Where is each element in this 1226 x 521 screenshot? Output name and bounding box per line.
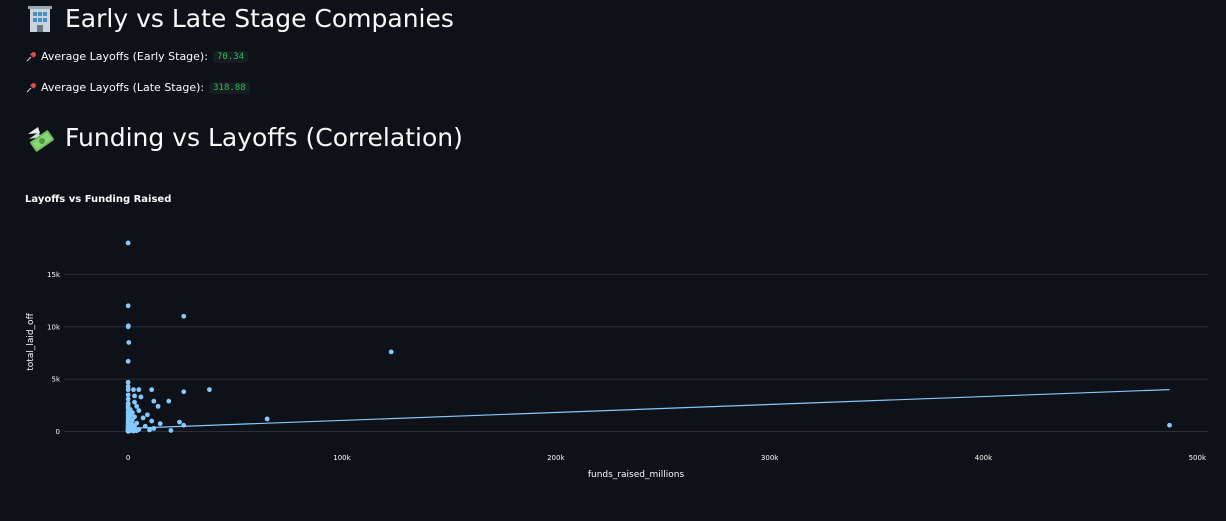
data-point[interactable] <box>181 313 187 319</box>
section-title-text: Early vs Late Stage Companies <box>65 4 454 33</box>
y-tick-label: 15k <box>47 271 61 279</box>
data-point[interactable] <box>138 394 144 400</box>
data-point[interactable] <box>264 416 270 422</box>
data-point[interactable] <box>168 428 174 433</box>
data-point[interactable] <box>157 421 163 427</box>
x-tick-label: 400k <box>975 454 993 462</box>
data-point[interactable] <box>125 428 131 434</box>
x-tick-label: 200k <box>547 454 565 462</box>
data-point[interactable] <box>125 387 131 393</box>
chart-title: Layoffs vs Funding Raised <box>25 194 172 205</box>
data-point[interactable] <box>147 427 152 433</box>
y-tick-label: 5k <box>51 376 60 384</box>
y-tick-label: 0 <box>56 428 60 436</box>
data-point[interactable] <box>136 387 142 393</box>
x-tick-label: 100k <box>333 454 351 462</box>
data-point[interactable] <box>136 408 142 413</box>
data-point[interactable] <box>155 403 161 409</box>
data-point[interactable] <box>126 340 132 345</box>
metric-label: Average Layoffs (Late Stage): <box>41 81 205 94</box>
data-point[interactable] <box>125 358 131 364</box>
metric-label: Average Layoffs (Early Stage): <box>41 50 208 63</box>
metric-value: 70.34 <box>212 50 249 63</box>
data-point[interactable] <box>134 403 140 409</box>
data-point[interactable] <box>149 418 155 424</box>
data-point[interactable] <box>151 425 157 431</box>
section-title-stage: Early vs Late Stage Companies <box>25 4 454 33</box>
pushpin-icon <box>26 82 36 92</box>
data-point[interactable] <box>132 399 137 405</box>
money-with-wings-icon <box>28 126 54 152</box>
y-axis-label: total_laid_off <box>26 312 36 370</box>
pushpin-icon <box>26 51 36 61</box>
x-tick-label: 300k <box>761 454 779 462</box>
data-point[interactable] <box>177 419 182 425</box>
data-point[interactable] <box>207 387 212 393</box>
x-tick-label: 500k <box>1189 454 1207 462</box>
data-point[interactable] <box>388 349 394 355</box>
data-point[interactable] <box>131 387 136 393</box>
data-point[interactable] <box>125 240 131 246</box>
y-axis-ticks: 0 5k 10k 15k <box>47 271 61 436</box>
metric-value: 318.88 <box>209 81 250 94</box>
data-point[interactable] <box>181 389 187 395</box>
metric-early-stage: Average Layoffs (Early Stage): 70.34 <box>25 50 249 63</box>
section-title-correlation: Funding vs Layoffs (Correlation) <box>25 123 463 152</box>
metric-late-stage: Average Layoffs (Late Stage): 318.88 <box>25 81 250 94</box>
data-point[interactable] <box>166 398 172 404</box>
data-points[interactable] <box>125 240 1172 434</box>
trendline <box>128 389 1170 429</box>
data-point[interactable] <box>1167 422 1172 428</box>
data-point[interactable] <box>125 392 131 398</box>
data-point[interactable] <box>125 324 131 330</box>
x-axis-ticks: 0 100k 200k 300k 400k 500k <box>126 454 1207 462</box>
data-point[interactable] <box>125 379 131 385</box>
section-title-text: Funding vs Layoffs (Correlation) <box>65 123 463 152</box>
data-point[interactable] <box>144 412 150 418</box>
data-point[interactable] <box>125 396 131 402</box>
data-point[interactable] <box>132 393 137 399</box>
x-axis-label: funds_raised_millions <box>588 470 685 480</box>
chart-grid <box>64 273 1208 433</box>
data-point[interactable] <box>125 303 131 309</box>
office-building-icon <box>28 5 52 32</box>
data-point[interactable] <box>140 415 146 421</box>
data-point[interactable] <box>131 428 136 434</box>
data-point[interactable] <box>149 387 155 393</box>
x-tick-label: 0 <box>126 454 130 462</box>
data-point[interactable] <box>151 398 157 404</box>
y-tick-label: 10k <box>47 323 61 331</box>
